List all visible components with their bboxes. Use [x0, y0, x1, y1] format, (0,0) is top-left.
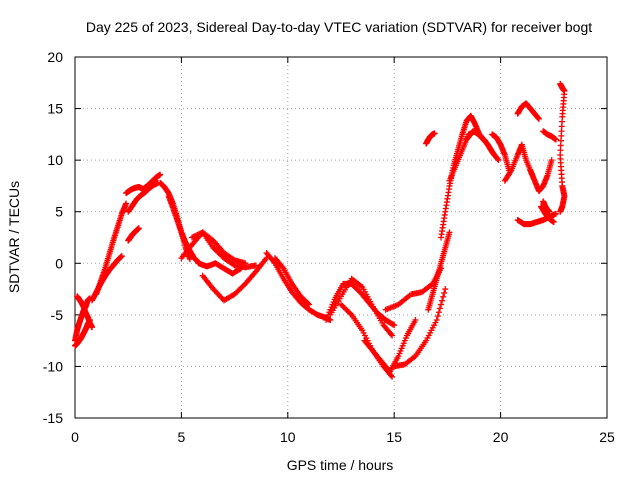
- data-point: [347, 310, 354, 317]
- series-arc-14: [195, 260, 244, 277]
- data-point: [279, 264, 286, 271]
- data-point: [446, 229, 453, 236]
- data-point: [412, 317, 419, 324]
- data-point: [546, 208, 553, 215]
- series-arc-31: [527, 157, 555, 195]
- data-point: [240, 282, 247, 289]
- y-tick-labels: -15 -10 -5 0 5 10 15 20: [43, 49, 63, 426]
- data-point: [557, 208, 564, 215]
- data-point: [411, 354, 418, 361]
- series-arc-15: [263, 249, 334, 324]
- y-axis-label: SDTVAR / TECUs: [6, 181, 22, 293]
- series-arc-32: [514, 210, 559, 228]
- data-point: [431, 130, 438, 137]
- series-arc-13: [199, 255, 270, 304]
- data-point: [494, 156, 501, 163]
- series-arc-22: [382, 265, 445, 313]
- data-point: [89, 324, 96, 331]
- y-tick-label: -15: [43, 410, 63, 426]
- x-tick-label: 20: [493, 429, 509, 445]
- data-point: [388, 372, 395, 379]
- data-point: [389, 332, 396, 339]
- data-points: [72, 80, 568, 380]
- x-tick-labels: 0 5 10 15 20 25: [71, 429, 615, 445]
- series-arc-29: [501, 141, 536, 184]
- x-tick-label: 10: [280, 429, 296, 445]
- data-point: [357, 282, 364, 289]
- data-point: [118, 253, 125, 260]
- y-tick-label: -5: [51, 307, 64, 323]
- series-arc-23: [425, 229, 453, 313]
- data-point: [440, 293, 447, 300]
- series-arc-7: [125, 179, 161, 215]
- data-point: [157, 171, 164, 178]
- data-point: [391, 322, 398, 329]
- data-point: [438, 301, 445, 308]
- series-arc-5: [89, 253, 125, 304]
- data-point: [433, 317, 440, 324]
- y-tick-label: 5: [55, 204, 63, 220]
- y-tick-label: 0: [55, 255, 63, 271]
- series-arc-36: [557, 80, 568, 215]
- data-point: [252, 262, 259, 269]
- data-point: [135, 225, 142, 232]
- data-point: [237, 265, 244, 272]
- x-tick-label: 5: [178, 429, 186, 445]
- data-point: [389, 373, 396, 380]
- chart-title: Day 225 of 2023, Sidereal Day-to-day VTE…: [86, 19, 592, 35]
- data-point: [434, 313, 441, 320]
- x-tick-label: 15: [386, 429, 402, 445]
- series-arc-16: [272, 255, 313, 308]
- data-point: [441, 289, 448, 296]
- data-point: [435, 309, 442, 316]
- data-point: [552, 210, 559, 217]
- series-arc-10: [165, 193, 202, 266]
- data-point: [436, 305, 443, 312]
- series-arc-17: [323, 280, 398, 329]
- data-point: [123, 200, 130, 207]
- data-point: [230, 256, 237, 263]
- x-tick-label: 0: [71, 429, 79, 445]
- y-tick-label: 20: [47, 49, 63, 65]
- data-point: [439, 297, 446, 304]
- data-point: [550, 219, 557, 226]
- data-point: [230, 261, 237, 268]
- series-arc-24: [423, 130, 438, 147]
- series-arc-34: [540, 128, 559, 143]
- y-tick-label: -10: [43, 358, 63, 374]
- grid: [75, 57, 607, 418]
- series-arc-8: [125, 225, 142, 244]
- data-point: [442, 286, 449, 293]
- plot-frame: [74, 56, 608, 419]
- series-arc-18: [327, 275, 396, 339]
- series-arc-35: [540, 198, 553, 215]
- series-arc-21: [391, 286, 449, 370]
- data-point: [507, 168, 514, 175]
- data-point: [388, 331, 395, 338]
- data-point: [535, 115, 542, 122]
- x-tick-label: 25: [599, 429, 615, 445]
- y-tick-label: 15: [47, 101, 63, 117]
- ticks: [74, 56, 608, 419]
- series-arc-3: [74, 293, 96, 331]
- series-arc-27: [463, 128, 502, 164]
- y-tick-label: 10: [47, 152, 63, 168]
- data-point: [305, 300, 312, 307]
- data-point: [495, 157, 502, 164]
- data-point: [548, 157, 555, 164]
- data-point: [552, 136, 559, 143]
- series-arc-30: [514, 100, 542, 122]
- x-axis-label: GPS time / hours: [287, 457, 394, 473]
- series-arc-20: [361, 317, 419, 375]
- series-arc-6: [123, 171, 164, 197]
- series-arc-12: [189, 229, 259, 271]
- data-point: [306, 301, 313, 308]
- series-arc-33: [538, 203, 557, 226]
